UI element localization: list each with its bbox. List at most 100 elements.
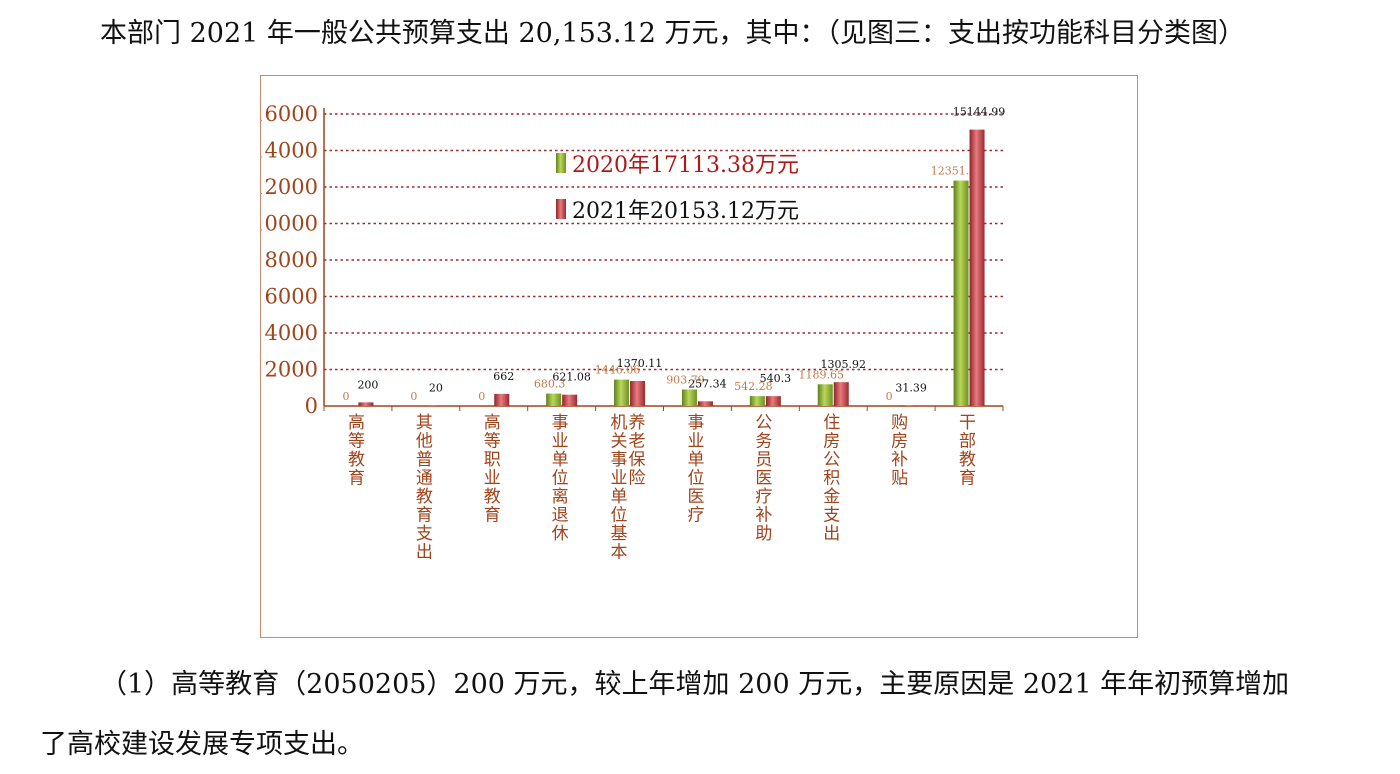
value-label: 31.39 (895, 381, 927, 394)
y-tick-label: 12000 (261, 175, 318, 199)
category-glyph: 干 (959, 413, 976, 433)
value-label: 0 (478, 390, 485, 403)
category-glyph: 教 (416, 487, 433, 507)
value-label: 621.08 (552, 371, 591, 384)
category-label: 事业单位医疗 (687, 413, 704, 526)
value-label: 20 (429, 382, 443, 395)
category-glyph: 教 (348, 450, 365, 470)
category-label: 高等教育 (348, 413, 365, 489)
category-glyph: 房 (823, 432, 840, 452)
category-glyph: 助 (755, 524, 772, 544)
category-label: 其他普通教育支出 (416, 413, 433, 563)
category-glyph: 机 (611, 413, 628, 433)
category-glyph: 教 (959, 450, 976, 470)
y-tick-label: 16000 (261, 102, 318, 126)
value-label: 1446.06 (595, 364, 641, 377)
category-glyph: 住 (823, 413, 840, 433)
y-tick-label: 4000 (265, 321, 318, 345)
bar-2021 (697, 401, 713, 406)
bar-2021 (562, 394, 578, 406)
y-tick-label: 2000 (265, 358, 318, 382)
category-glyph: 医 (755, 469, 772, 489)
y-tick-label: 0 (305, 394, 318, 418)
bar-2021 (901, 405, 917, 406)
y-tick-label: 6000 (265, 285, 318, 309)
category-glyph: 疗 (687, 506, 704, 526)
category-glyph: 位 (687, 469, 704, 489)
value-label: 15144.99 (953, 106, 1006, 119)
category-glyph: 育 (416, 506, 433, 526)
y-tick-label: 8000 (265, 248, 318, 272)
category-glyph: 退 (552, 506, 569, 526)
bar-2021 (833, 382, 849, 406)
category-glyph: 保 (629, 450, 646, 470)
value-label: 200 (357, 378, 378, 391)
value-label: 1370.11 (617, 357, 663, 370)
category-glyph: 医 (687, 487, 704, 507)
category-glyph: 业 (484, 469, 501, 489)
category-glyph: 事 (687, 413, 704, 433)
category-glyph: 育 (348, 469, 365, 489)
category-label: 公务员医疗补助 (755, 413, 772, 544)
bar-2021 (630, 380, 646, 406)
category-glyph: 出 (416, 543, 433, 563)
bar-2021 (969, 129, 985, 406)
category-glyph: 高 (484, 413, 501, 433)
category-glyph: 高 (348, 413, 365, 433)
category-glyph: 单 (687, 450, 704, 470)
category-label: 购房补贴 (891, 413, 908, 489)
category-glyph: 支 (823, 506, 840, 526)
category-glyph: 等 (484, 432, 501, 452)
bar-2020 (614, 379, 630, 406)
bar-2020 (817, 384, 833, 406)
bar-2021 (494, 393, 510, 406)
value-label: 0 (886, 390, 893, 403)
category-glyph: 员 (755, 450, 772, 470)
category-glyph: 育 (484, 506, 501, 526)
category-label: 干部教育 (959, 413, 976, 489)
category-glyph: 本 (611, 543, 628, 563)
category-glyph: 疗 (755, 487, 772, 507)
category-glyph: 育 (959, 469, 976, 489)
category-label: 养老保险 (629, 413, 646, 489)
category-glyph: 通 (416, 469, 433, 489)
category-glyph: 关 (611, 432, 628, 452)
category-glyph: 离 (552, 487, 569, 507)
category-glyph: 支 (416, 524, 433, 544)
value-label: 540.3 (760, 372, 792, 385)
category-glyph: 业 (552, 432, 569, 452)
category-glyph: 位 (552, 469, 569, 489)
value-label: 1189.65 (799, 368, 845, 381)
value-label: 0 (410, 390, 417, 403)
category-glyph: 位 (611, 506, 628, 526)
category-glyph: 老 (629, 432, 646, 452)
item1-paragraph: （1）高等教育（2050205）200 万元，较上年增加 200 万元，主要原因… (100, 669, 1290, 700)
category-glyph: 购 (891, 413, 908, 433)
bar-2020 (681, 389, 697, 406)
category-glyph: 积 (823, 469, 840, 489)
category-glyph: 房 (891, 432, 908, 452)
category-glyph: 公 (823, 450, 840, 470)
legend-label: 2020年17113.38万元 (572, 153, 799, 178)
category-glyph: 事 (552, 413, 569, 433)
category-label: 机关事业单位基本 (611, 413, 628, 563)
category-glyph: 业 (611, 469, 628, 489)
category-glyph: 险 (629, 469, 646, 489)
category-glyph: 部 (959, 432, 976, 452)
category-label: 事业单位离退休 (552, 413, 569, 544)
category-glyph: 业 (687, 432, 704, 452)
category-label: 高等职业教育 (484, 413, 501, 526)
intro-paragraph: 本部门 2021 年一般公共预算支出 20,153.12 万元，其中：（见图三：… (100, 18, 1245, 49)
category-glyph: 公 (755, 413, 772, 433)
bar-2020 (546, 393, 562, 406)
category-glyph: 等 (348, 432, 365, 452)
category-glyph: 金 (823, 487, 840, 507)
category-glyph: 事 (611, 450, 628, 470)
bar-2020 (953, 180, 969, 406)
expenditure-bar-chart: 0200040006000800010000120001400016000020… (261, 102, 1006, 563)
value-label: 903.79 (666, 374, 705, 387)
bar-2021 (765, 396, 781, 406)
item1-paragraph-cont: 了高校建设发展专项支出。 (40, 729, 364, 760)
legend-swatch (556, 153, 566, 173)
category-glyph: 养 (629, 413, 646, 433)
